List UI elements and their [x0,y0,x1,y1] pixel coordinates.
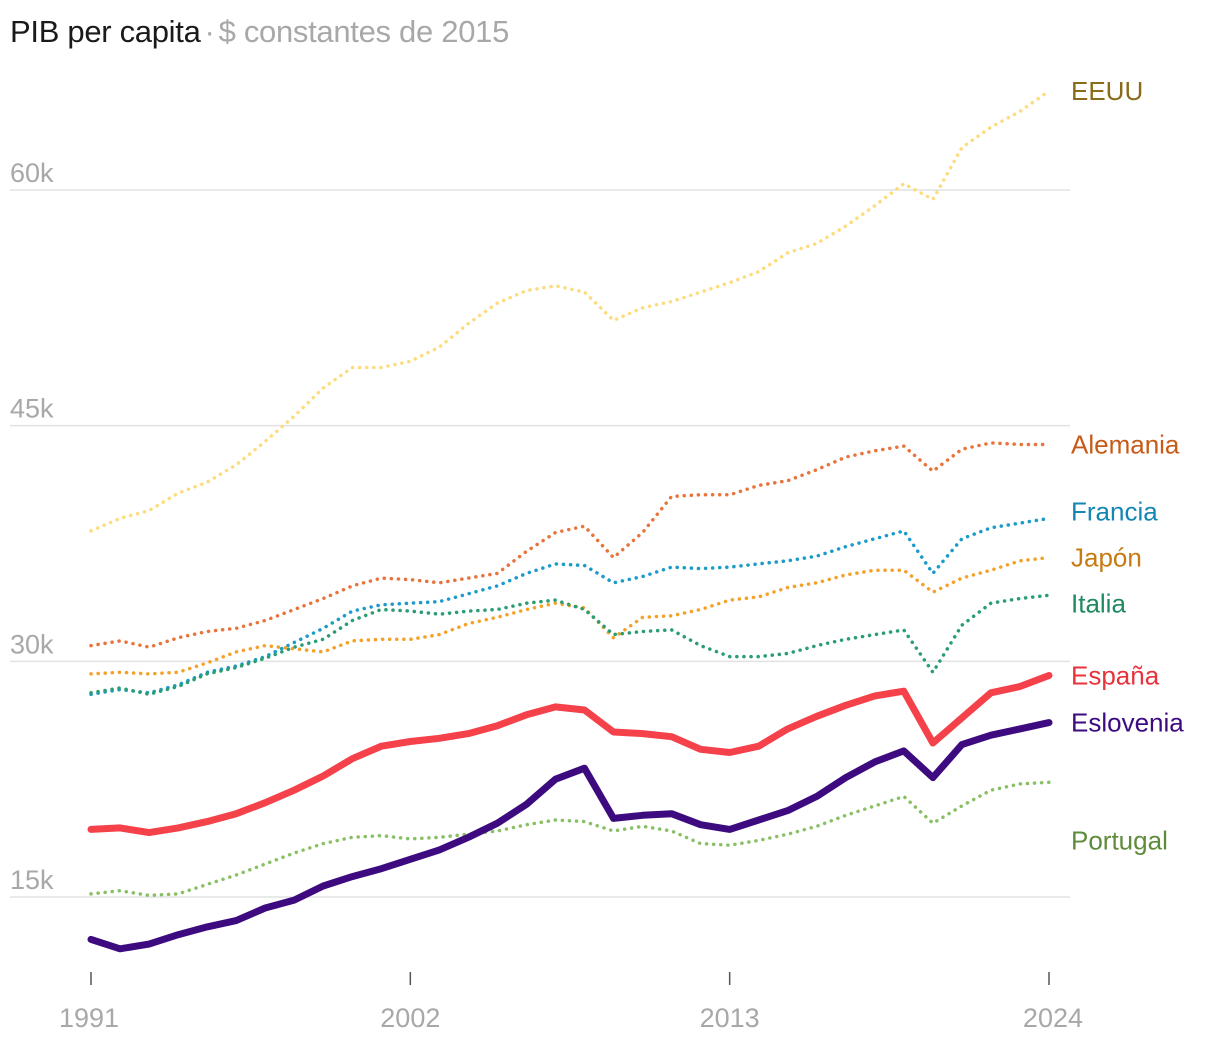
y-tick-label-30k: 30k [10,629,54,659]
series-line-eeuu [89,89,1051,533]
series-line-eslovenia [87,719,1053,953]
y-tick-label-15k: 15k [10,865,54,895]
x-tick-label-2002: 2002 [380,1003,440,1033]
y-tick-label-45k: 45k [10,394,54,424]
series-line-francia [89,516,1051,697]
grid-layer: 15k 30k 45k 60k [10,158,1070,898]
x-axis: 1991 2002 2013 2024 [59,972,1083,1033]
series-layer [87,89,1053,953]
x-tick-label-2013: 2013 [700,1003,760,1033]
series-label-eeuu: EEUU [1071,76,1143,106]
series-label-espana: España [1071,660,1160,690]
chart-subtitle: $ constantes de 2015 [218,14,510,49]
x-tick-label-2024: 2024 [1023,1003,1083,1033]
series-line-espana [87,672,1053,837]
series-label-portugal: Portugal [1071,825,1168,855]
series-label-italia: Italia [1071,588,1126,618]
series-label-alemania: Alemania [1071,430,1180,460]
y-tick-label-60k: 60k [10,158,54,188]
series-label-francia: Francia [1071,496,1158,526]
chart-title-main: PIB per capita [10,14,201,49]
series-labels: EEUU Alemania Francia Japón Italia España Eslo… [1071,76,1184,855]
series-line-alemania [89,441,1051,649]
series-line-japon [89,555,1051,676]
series-label-eslovenia: Eslovenia [1071,708,1184,738]
series-line-italia [89,593,1051,697]
chart-title-separator: · [204,14,215,49]
x-tick-label-1991: 1991 [59,1003,119,1033]
chart-title: PIB per capita · $ constantes de 2015 [10,12,509,52]
series-line-portugal [89,780,1051,898]
series-label-japon: Japón [1071,543,1142,573]
